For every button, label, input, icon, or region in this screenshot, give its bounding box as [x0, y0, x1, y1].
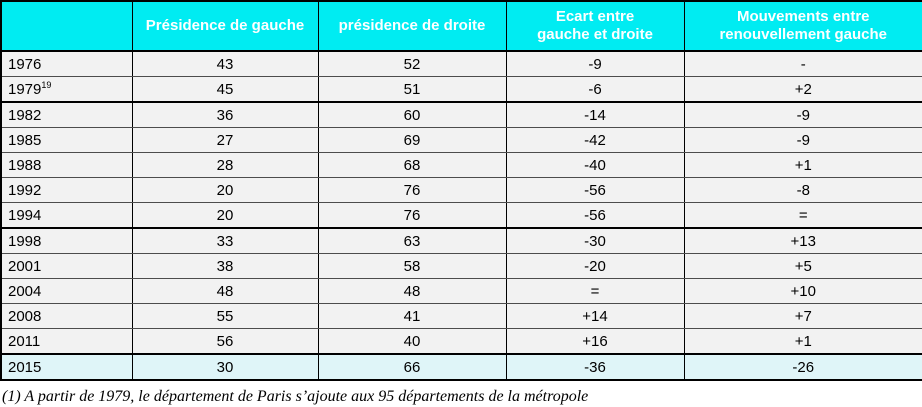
gauche-cell: 20	[131, 177, 319, 203]
ecart-cell: -6	[505, 76, 685, 103]
year-cell: 197919	[0, 76, 133, 103]
mouvements-cell: -8	[683, 177, 922, 203]
mouvements-cell: +1	[683, 152, 922, 178]
year-cell: 1988	[0, 152, 133, 178]
gauche-cell: 56	[131, 328, 319, 355]
table-row: 2008 55 41 +14 +7	[0, 303, 922, 329]
droite-cell: 63	[317, 227, 507, 254]
droite-cell: 60	[317, 101, 507, 128]
presidency-table: Présidence de gauche présidence de droit…	[0, 0, 922, 381]
gauche-cell: 45	[131, 76, 319, 103]
col-header-ecart-line2: gauche et droite	[537, 26, 653, 43]
table-row: 2001 38 58 -20 +5	[0, 253, 922, 279]
col-header-year	[0, 0, 133, 52]
year-cell: 2015	[0, 353, 133, 381]
mouvements-cell: -	[683, 50, 922, 77]
year-cell: 1982	[0, 101, 133, 128]
table-row: 2015 30 66 -36 -26	[0, 353, 922, 381]
table-row: 1976 43 52 -9-	[0, 50, 922, 77]
year-cell: 1985	[0, 127, 133, 153]
droite-cell: 76	[317, 177, 507, 203]
col-header-presidence-droite: présidence de droite	[317, 0, 507, 52]
mouvements-cell: =	[683, 202, 922, 229]
gauche-cell: 30	[131, 353, 319, 381]
gauche-cell: 27	[131, 127, 319, 153]
year-cell: 2004	[0, 278, 133, 304]
year-cell: 1992	[0, 177, 133, 203]
year-cell: 1994	[0, 202, 133, 229]
table-row: 1998 33 63 -30 +13	[0, 227, 922, 254]
col-header-ecart: Ecart entre gauche et droite	[505, 0, 685, 52]
ecart-cell: +14	[505, 303, 685, 329]
ecart-cell: -56	[505, 177, 685, 203]
mouvements-cell: -26	[683, 353, 922, 381]
gauche-cell: 43	[131, 50, 319, 77]
mouvements-cell: +1	[683, 328, 922, 355]
ecart-cell: -14	[505, 101, 685, 128]
header-row: Présidence de gauche présidence de droit…	[0, 0, 922, 52]
year-cell: 2008	[0, 303, 133, 329]
col-header-mouvements-line2: renouvellement gauche	[719, 26, 888, 43]
mouvements-cell: +2	[683, 76, 922, 103]
ecart-cell: -9	[505, 50, 685, 77]
ecart-cell: -56	[505, 202, 685, 229]
table-row: 1985 27 69 -42 -9	[0, 127, 922, 153]
col-header-mouvements-line1: Mouvements entre	[736, 8, 870, 25]
gauche-cell: 48	[131, 278, 319, 304]
droite-cell: 51	[317, 76, 507, 103]
gauche-cell: 33	[131, 227, 319, 254]
gauche-cell: 20	[131, 202, 319, 229]
year-cell: 1998	[0, 227, 133, 254]
droite-cell: 41	[317, 303, 507, 329]
ecart-cell: +16	[505, 328, 685, 355]
footnote-marker: 19	[41, 79, 52, 90]
ecart-cell: =	[505, 278, 685, 304]
table-row: 2011 56 40 +16 +1	[0, 328, 922, 355]
col-header-mouvements: Mouvements entre renouvellement gauche	[683, 0, 922, 52]
mouvements-cell: +5	[683, 253, 922, 279]
gauche-cell: 38	[131, 253, 319, 279]
gauche-cell: 55	[131, 303, 319, 329]
droite-cell: 68	[317, 152, 507, 178]
table-row: 1992 20 76 -56 -8	[0, 177, 922, 203]
table-row: 1982 36 60 -14 -9	[0, 101, 922, 128]
ecart-cell: -36	[505, 353, 685, 381]
droite-cell: 58	[317, 253, 507, 279]
mouvements-cell: -9	[683, 101, 922, 128]
table-row: 197919 45 51 -6 +2	[0, 76, 922, 103]
col-header-ecart-line1: Ecart entre	[555, 8, 635, 25]
table-row: 1994 20 76 -56 =	[0, 202, 922, 229]
mouvements-cell: -9	[683, 127, 922, 153]
col-header-presidence-gauche: Présidence de gauche	[131, 0, 319, 52]
mouvements-cell: +13	[683, 227, 922, 254]
year-cell: 2011	[0, 328, 133, 355]
droite-cell: 48	[317, 278, 507, 304]
year-cell: 2001	[0, 253, 133, 279]
droite-cell: 66	[317, 353, 507, 381]
droite-cell: 40	[317, 328, 507, 355]
mouvements-cell: +7	[683, 303, 922, 329]
table-row: 2004 48 48 = +10	[0, 278, 922, 304]
droite-cell: 69	[317, 127, 507, 153]
table-row: 1988 28 68 -40 +1	[0, 152, 922, 178]
gauche-cell: 36	[131, 101, 319, 128]
droite-cell: 52	[317, 50, 507, 77]
ecart-cell: -30	[505, 227, 685, 254]
ecart-cell: -42	[505, 127, 685, 153]
mouvements-cell: +10	[683, 278, 922, 304]
year-cell: 1976	[0, 50, 133, 77]
ecart-cell: -40	[505, 152, 685, 178]
ecart-cell: -20	[505, 253, 685, 279]
footnote: (1) A partir de 1979, le département de …	[2, 388, 589, 405]
gauche-cell: 28	[131, 152, 319, 178]
droite-cell: 76	[317, 202, 507, 229]
